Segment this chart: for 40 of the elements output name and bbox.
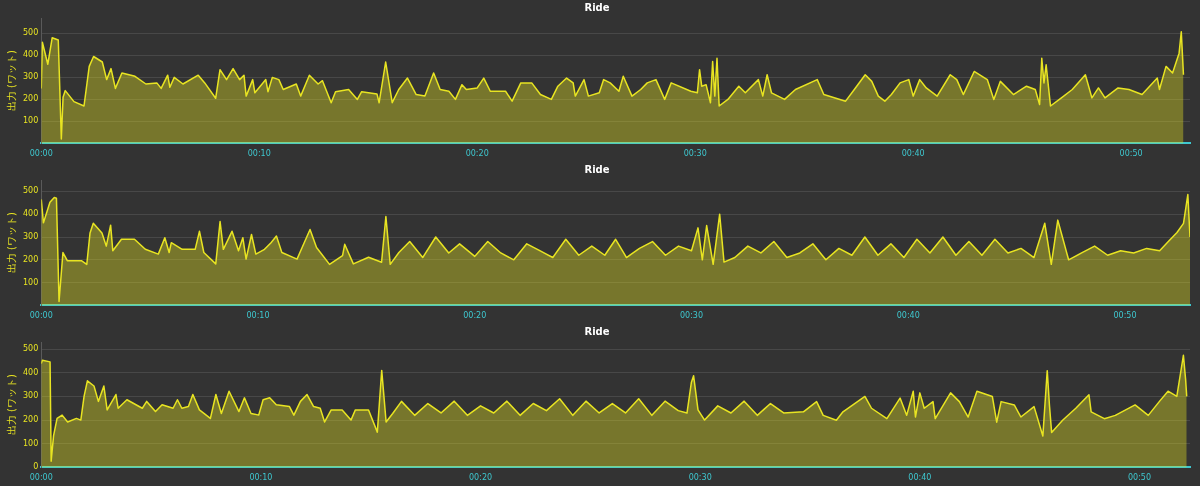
y-axis-title: 出力 (ワット) [5, 374, 17, 436]
y-axis-title: 出力 (ワット) [5, 212, 17, 274]
y-tick-label: 0 [33, 462, 39, 472]
y-tick-label: 500 [22, 28, 39, 38]
x-tick-label: 00:40 [901, 149, 925, 159]
x-tick-label: 00:20 [465, 149, 489, 159]
x-tick-label: 00:20 [469, 473, 493, 483]
x-tick-label: 00:40 [896, 311, 920, 321]
y-tick-label: 300 [22, 391, 39, 401]
chart-title: Ride [584, 325, 610, 337]
y-tick-label: 400 [22, 209, 39, 219]
y-tick-label: 200 [22, 94, 39, 104]
x-tick-label: 00:00 [29, 473, 53, 483]
x-tick-label: 00:10 [246, 311, 270, 321]
y-tick-label: 300 [22, 232, 39, 242]
y-tick-label: 300 [22, 72, 39, 82]
x-tick-label: 00:30 [688, 473, 712, 483]
y-tick-label: 200 [22, 415, 39, 425]
x-tick-label: 00:40 [908, 473, 932, 483]
x-tick-label: 00:00 [29, 149, 53, 159]
x-tick-label: 00:50 [1113, 311, 1137, 321]
chart-title: Ride [584, 163, 610, 175]
y-tick-label: 500 [22, 186, 39, 196]
y-tick-label: 400 [22, 367, 39, 377]
y-axis-title: 出力 (ワット) [5, 50, 17, 112]
x-tick-label: 00:30 [683, 149, 707, 159]
y-tick-label: 100 [22, 116, 39, 126]
x-tick-label: 00:50 [1119, 149, 1143, 159]
x-tick-label: 00:10 [247, 149, 271, 159]
y-tick-label: 100 [22, 277, 39, 287]
y-tick-label: 500 [22, 344, 39, 354]
y-tick-label: 200 [22, 254, 39, 264]
x-tick-label: 00:20 [463, 311, 487, 321]
y-tick-label: 400 [22, 50, 39, 60]
chart-title: Ride [584, 1, 610, 13]
x-tick-label: 00:10 [249, 473, 273, 483]
y-tick-label: 100 [22, 438, 39, 448]
x-tick-label: 00:50 [1127, 473, 1152, 483]
x-tick-label: 00:00 [29, 311, 53, 321]
x-tick-label: 00:30 [679, 311, 704, 321]
